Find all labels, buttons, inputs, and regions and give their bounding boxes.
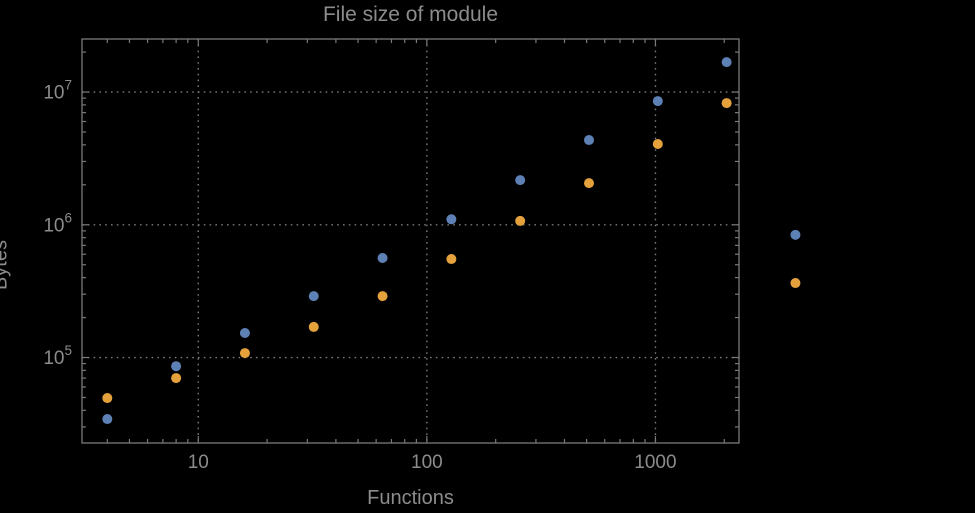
- data-point-series-1-blue: [790, 229, 801, 240]
- data-point-series-1-blue: [515, 175, 526, 186]
- x-tick-label: 10: [188, 452, 209, 473]
- data-point-series-1-blue: [583, 135, 594, 146]
- data-point-series-2-orange: [377, 291, 388, 302]
- data-point-series-2-orange: [515, 215, 526, 226]
- data-point-series-1-blue: [377, 253, 388, 264]
- data-point-series-2-orange: [308, 321, 319, 332]
- y-tick-label: 106: [43, 210, 72, 236]
- x-tick-label: 1000: [634, 452, 676, 473]
- data-point-series-2-orange: [721, 98, 732, 109]
- data-point-series-2-orange: [102, 393, 113, 404]
- x-axis-label: Functions: [367, 487, 454, 509]
- data-point-series-2-orange: [583, 178, 594, 189]
- plot-frame: [81, 38, 740, 444]
- data-point-series-2-orange: [239, 348, 250, 359]
- data-point-series-2-orange: [171, 373, 182, 384]
- data-point-series-1-blue: [446, 214, 457, 225]
- x-tick-label: 100: [411, 452, 443, 473]
- data-point-series-2-orange: [790, 278, 801, 289]
- data-point-series-1-blue: [721, 57, 732, 68]
- data-point-series-1-blue: [652, 96, 663, 107]
- y-tick-label: 107: [43, 78, 72, 104]
- data-point-series-1-blue: [102, 414, 113, 425]
- data-point-series-1-blue: [308, 291, 319, 302]
- data-point-series-2-orange: [652, 139, 663, 150]
- data-point-series-2-orange: [446, 254, 457, 265]
- chart-title: File size of module: [322, 3, 499, 26]
- y-tick-label: 105: [43, 343, 72, 369]
- data-point-series-1-blue: [239, 328, 250, 339]
- data-point-series-1-blue: [171, 361, 182, 372]
